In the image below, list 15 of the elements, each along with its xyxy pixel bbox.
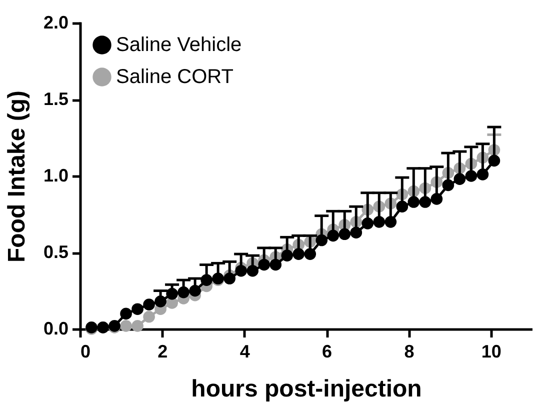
x-tick-label: 4: [240, 342, 250, 362]
legend-label: Saline Vehicle: [116, 34, 242, 56]
x-tick-label: 8: [404, 342, 414, 362]
y-axis-title: Food Intake (g): [3, 90, 30, 262]
y-tick-label: 0.0: [43, 318, 68, 338]
x-tick-label: 2: [158, 342, 168, 362]
y-tick-label: 0.5: [43, 242, 68, 262]
x-tick-label: 10: [481, 342, 502, 362]
legend-label: Saline CORT: [116, 66, 234, 88]
y-tick-label: 1.0: [43, 166, 68, 186]
y-tick-label: 1.5: [43, 89, 68, 109]
y-tick-label: 2.0: [43, 12, 68, 32]
x-axis-title: hours post-injection: [191, 376, 422, 402]
x-tick-label: 0: [80, 342, 91, 362]
x-tick-label: 6: [322, 342, 332, 362]
